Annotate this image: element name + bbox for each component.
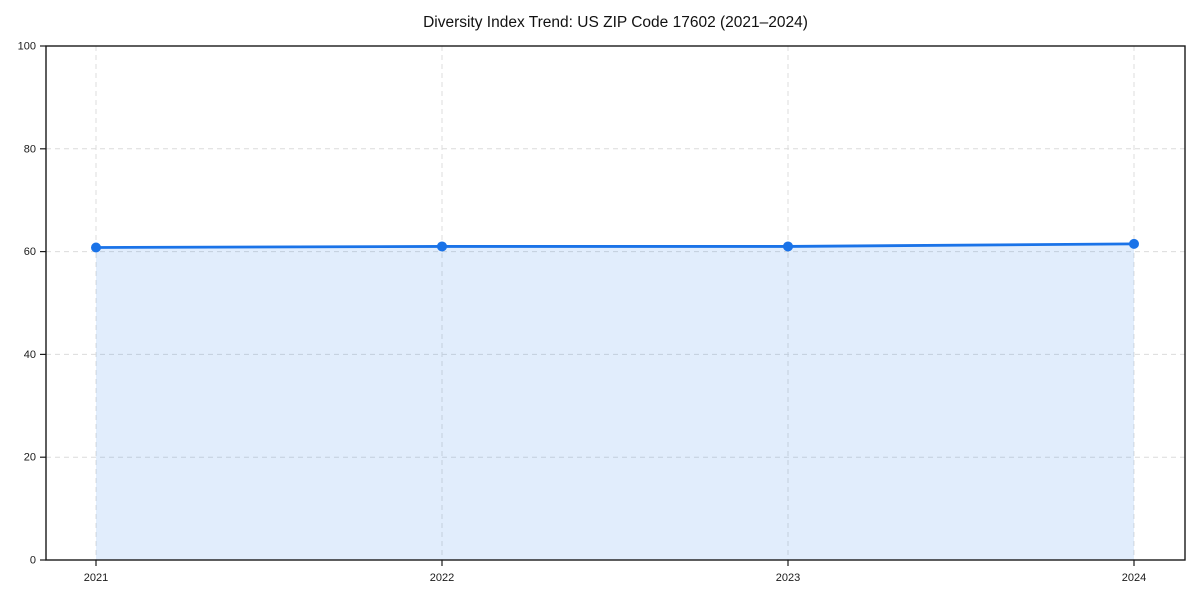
chart-title: Diversity Index Trend: US ZIP Code 17602… [423, 14, 808, 31]
trend-line [94, 242, 1136, 249]
y-tick-label: 40 [24, 349, 36, 361]
data-point-2024 [1129, 238, 1139, 249]
y-tick-label: 100 [18, 41, 36, 53]
plot-border [45, 45, 1186, 561]
x-tick-label: 2024 [1122, 572, 1146, 584]
data-point-2021 [91, 242, 101, 253]
y-tick-label: 60 [24, 246, 36, 258]
y-tick-label: 80 [24, 143, 36, 155]
y-tick-label: 20 [24, 452, 36, 464]
data-point-2022 [437, 241, 447, 252]
area-fill [96, 243, 1134, 560]
x-tick-label: 2021 [84, 572, 108, 584]
y-tick-label: 0 [30, 555, 36, 567]
data-point-2023 [783, 241, 793, 252]
x-tick-label: 2022 [430, 572, 454, 584]
x-tick-label: 2023 [776, 572, 800, 584]
